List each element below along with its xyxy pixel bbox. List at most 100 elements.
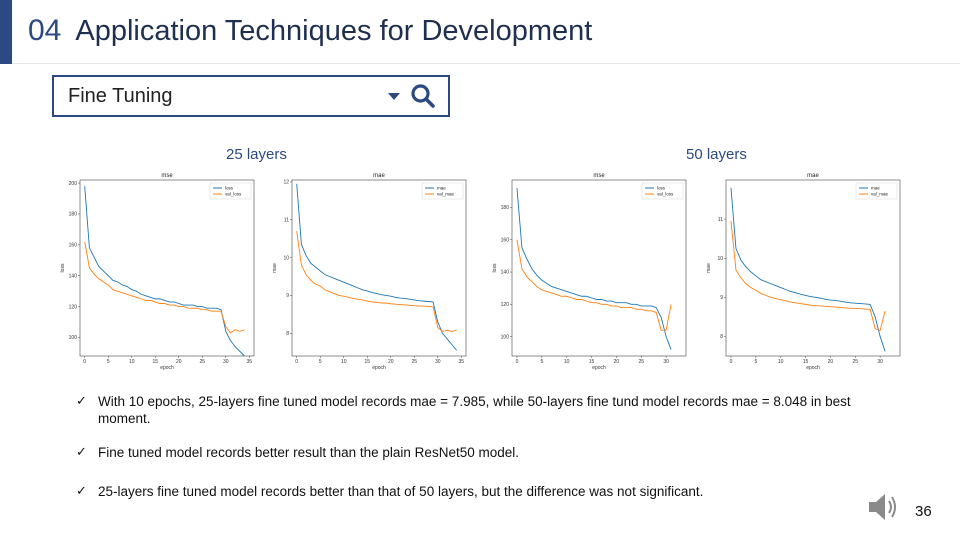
chart-title: mse <box>161 173 173 179</box>
legend-label: loss <box>225 186 234 191</box>
x-tick-label: 0 <box>730 359 733 365</box>
chart-title: mae <box>807 173 819 179</box>
y-tick-label: 11 <box>284 217 289 223</box>
x-tick-label: 5 <box>754 359 757 365</box>
check-icon: ✓ <box>76 483 87 498</box>
heading-25-layers: 25 layers <box>226 146 287 163</box>
y-tick-label: 10 <box>717 256 723 262</box>
x-axis-label: epoch <box>160 365 174 370</box>
x-tick-label: 20 <box>388 359 394 365</box>
header-divider <box>12 63 960 64</box>
x-tick-label: 25 <box>199 359 205 365</box>
plot-frame <box>291 179 467 357</box>
chart-50-mae: mae 0 5 10 15 20 25 30 8 9 10 11 epoch mae mae val_mae <box>704 170 910 370</box>
check-icon: ✓ <box>76 393 87 408</box>
slide-title: Application Techniques for Development <box>75 15 593 47</box>
x-axis-label: epoch <box>806 365 820 370</box>
search-value[interactable]: Fine Tuning <box>68 84 173 107</box>
y-tick-label: 200 <box>69 181 78 187</box>
series-line-val_mae <box>730 221 886 332</box>
x-tick-label: 0 <box>83 359 86 365</box>
x-tick-label: 10 <box>341 359 347 365</box>
y-tick-label: 11 <box>718 217 723 223</box>
x-tick-label: 10 <box>129 359 135 365</box>
y-tick-label: 9 <box>286 293 289 299</box>
y-tick-label: 12 <box>283 180 289 186</box>
legend-label: val_mae <box>437 192 455 197</box>
chevron-down-icon[interactable] <box>388 92 400 100</box>
y-tick-label: 160 <box>501 237 510 243</box>
y-tick-label: 140 <box>69 273 78 279</box>
x-tick-label: 20 <box>828 359 834 365</box>
chart-50-mse: mse 0 5 10 15 20 25 30 100 120 140 160 180 epoch loss l… <box>490 170 696 370</box>
legend-box <box>641 182 684 200</box>
page-number: 36 <box>915 503 932 520</box>
x-tick-label: 25 <box>411 359 417 365</box>
x-tick-label: 10 <box>778 359 784 365</box>
bullet-text: Fine tuned model records better result t… <box>98 445 519 460</box>
y-tick-label: 9 <box>720 295 723 301</box>
x-tick-label: 25 <box>852 359 858 365</box>
x-tick-label: 20 <box>614 359 620 365</box>
legend-label: mae <box>437 186 446 191</box>
slide-header: 04 Application Techniques for Developmen… <box>28 14 592 58</box>
y-axis-label: loss <box>492 263 498 272</box>
x-tick-label: 35 <box>247 359 253 365</box>
legend-label: val_mae <box>871 192 889 197</box>
x-tick-label: 15 <box>152 359 158 365</box>
y-tick-label: 120 <box>69 304 78 310</box>
x-tick-label: 20 <box>176 359 182 365</box>
plot-frame <box>725 179 901 357</box>
chart-25-mae: mae 0 5 10 15 20 25 30 35 8 9 10 11 12 epoch mae mae val_… <box>270 170 476 370</box>
plot-frame <box>511 179 687 357</box>
x-tick-label: 5 <box>319 359 322 365</box>
legend-box <box>421 182 464 200</box>
y-tick-label: 10 <box>283 255 289 261</box>
heading-50-layers: 50 layers <box>686 146 747 163</box>
search-icon[interactable] <box>410 83 436 109</box>
y-tick-label: 140 <box>501 270 510 276</box>
bullet-item: ✓ With 10 epochs, 25-layers fine tuned m… <box>76 393 856 427</box>
series-line-loss <box>84 186 245 357</box>
y-axis-label: mae <box>272 263 278 273</box>
x-tick-label: 30 <box>223 359 229 365</box>
series-line-val_mae <box>296 231 457 332</box>
bullet-item: ✓ Fine tuned model records better result… <box>76 444 519 461</box>
x-tick-label: 30 <box>663 359 669 365</box>
check-icon: ✓ <box>76 444 87 459</box>
legend-label: mae <box>871 186 880 191</box>
x-tick-label: 30 <box>877 359 883 365</box>
series-line-loss <box>516 188 672 350</box>
chart-title: mae <box>373 173 385 179</box>
bullet-item: ✓ 25-layers fine tuned model records bet… <box>76 483 703 500</box>
x-tick-label: 10 <box>564 359 570 365</box>
x-tick-label: 30 <box>435 359 441 365</box>
x-axis-label: epoch <box>372 365 386 370</box>
x-axis-label: epoch <box>592 365 606 370</box>
y-tick-label: 180 <box>69 212 78 218</box>
bullet-text: With 10 epochs, 25-layers fine tuned mod… <box>98 394 851 426</box>
y-tick-label: 160 <box>69 243 78 249</box>
y-tick-label: 120 <box>501 302 510 308</box>
y-tick-label: 180 <box>501 205 510 211</box>
y-tick-label: 8 <box>286 331 289 337</box>
section-number: 04 <box>28 14 62 47</box>
x-tick-label: 35 <box>459 359 465 365</box>
x-tick-label: 5 <box>540 359 543 365</box>
x-tick-label: 0 <box>516 359 519 365</box>
x-tick-label: 15 <box>803 359 809 365</box>
legend-box <box>855 182 898 200</box>
legend-label: loss <box>657 186 666 191</box>
series-line-mae <box>730 187 886 352</box>
accent-bar <box>0 0 12 64</box>
x-tick-label: 15 <box>364 359 370 365</box>
search-combobox[interactable]: Fine Tuning <box>52 75 450 117</box>
y-tick-label: 8 <box>720 334 723 340</box>
series-line-mae <box>296 183 457 351</box>
x-tick-label: 15 <box>589 359 595 365</box>
y-axis-label: mae <box>706 263 712 273</box>
series-line-val_loss <box>84 241 245 334</box>
y-tick-label: 100 <box>69 335 78 341</box>
chart-title: mse <box>593 173 605 179</box>
speaker-icon[interactable] <box>866 490 900 524</box>
